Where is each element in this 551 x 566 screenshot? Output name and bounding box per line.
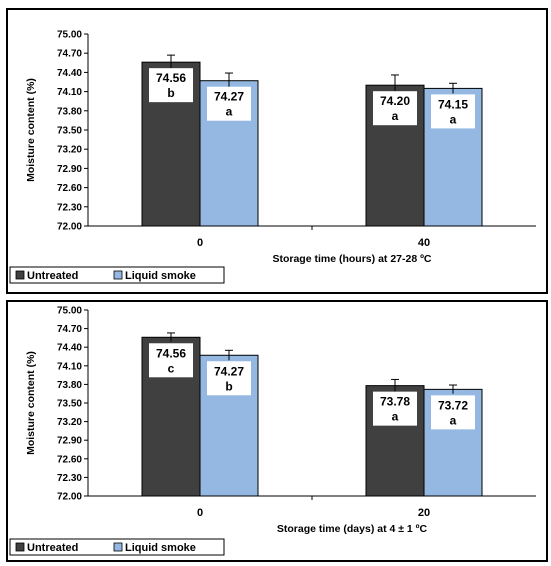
y-tick-label: 75.00 — [57, 30, 82, 41]
y-tick-label: 72.60 — [57, 183, 82, 194]
y-tick-label: 74.70 — [57, 324, 82, 335]
data-label-box — [149, 68, 193, 103]
y-tick-label: 74.70 — [57, 49, 82, 60]
legend-label-liquid-smoke: Liquid smoke — [125, 270, 196, 282]
data-label-box — [373, 391, 417, 426]
data-label-box — [431, 395, 475, 430]
legend: Untreated Liquid smoke — [9, 538, 225, 556]
legend-label-untreated: Untreated — [27, 542, 78, 554]
x-tick-label: 0 — [197, 507, 203, 519]
data-label-letter: a — [450, 112, 457, 126]
data-label-value: 74.15 — [438, 97, 468, 111]
y-axis-title: Moisture content (%) — [25, 351, 37, 455]
data-label-box — [431, 94, 475, 129]
y-tick-label: 74.10 — [57, 87, 82, 98]
chart-panel-hours: 72.00 72.30 72.60 72.90 73.20 73.50 73.80 74.10… — [6, 8, 548, 294]
data-label-box — [149, 343, 193, 378]
data-label-letter: a — [450, 413, 457, 427]
y-tick-label: 72.90 — [57, 436, 82, 447]
legend-swatch-untreated — [15, 542, 25, 552]
data-label-value: 74.27 — [214, 364, 244, 378]
legend-swatch-liquid-smoke — [113, 542, 123, 552]
x-tick-label: 40 — [418, 237, 430, 249]
data-label-box — [373, 91, 417, 126]
data-label-value: 73.72 — [438, 398, 468, 412]
y-tick-label: 73.20 — [57, 145, 82, 156]
x-tick-label: 20 — [418, 507, 430, 519]
legend: Untreated Liquid smoke — [9, 266, 225, 284]
legend-label-untreated: Untreated — [27, 270, 78, 282]
chart-days-svg: 72.00 72.30 72.60 72.90 73.20 73.50 73.80 74.10… — [9, 306, 536, 556]
data-label-box — [207, 86, 251, 121]
y-tick-label: 72.00 — [57, 492, 82, 503]
data-label-value: 74.27 — [214, 90, 244, 104]
data-label-letter: a — [392, 109, 399, 123]
chart-hours-svg: 72.00 72.30 72.60 72.90 73.20 73.50 73.80 74.10… — [9, 30, 536, 284]
y-tick-label: 72.00 — [57, 222, 82, 233]
legend-swatch-liquid-smoke — [113, 270, 123, 280]
legend-swatch-untreated — [15, 270, 25, 280]
y-tick-label: 72.30 — [57, 473, 82, 484]
y-axis-title: Moisture content (%) — [25, 78, 37, 182]
data-label-value: 74.56 — [156, 346, 186, 360]
data-label-letter: b — [167, 86, 174, 100]
legend-label-liquid-smoke: Liquid smoke — [125, 542, 196, 554]
y-tick-label: 72.30 — [57, 202, 82, 213]
y-tick-label: 73.20 — [57, 417, 82, 428]
data-label-letter: a — [226, 105, 233, 119]
x-axis-title: Storage time (days) at 4 ± 1 ºC — [277, 523, 428, 535]
data-label-letter: c — [168, 361, 175, 375]
data-label-value: 74.56 — [156, 71, 186, 85]
y-tick-label: 73.50 — [57, 399, 82, 410]
data-label-letter: a — [392, 410, 399, 424]
y-tick-label: 74.10 — [57, 361, 82, 372]
y-tick-label: 73.80 — [57, 106, 82, 117]
data-label-value: 73.78 — [380, 395, 410, 409]
y-tick-label: 73.80 — [57, 380, 82, 391]
chart-panel-days: 72.00 72.30 72.60 72.90 73.20 73.50 73.80 74.10… — [6, 300, 548, 562]
y-tick-label: 72.90 — [57, 164, 82, 175]
y-tick-label: 75.00 — [57, 306, 82, 317]
y-tick-label: 74.40 — [57, 68, 82, 79]
data-label-value: 74.20 — [380, 94, 410, 108]
y-tick-label: 73.50 — [57, 126, 82, 137]
x-tick-label: 0 — [197, 237, 203, 249]
data-label-letter: b — [225, 379, 232, 393]
data-label-box — [207, 361, 251, 396]
y-tick-label: 72.60 — [57, 454, 82, 465]
x-axis-title: Storage time (hours) at 27-28 ºC — [272, 253, 431, 265]
y-tick-label: 74.40 — [57, 343, 82, 354]
